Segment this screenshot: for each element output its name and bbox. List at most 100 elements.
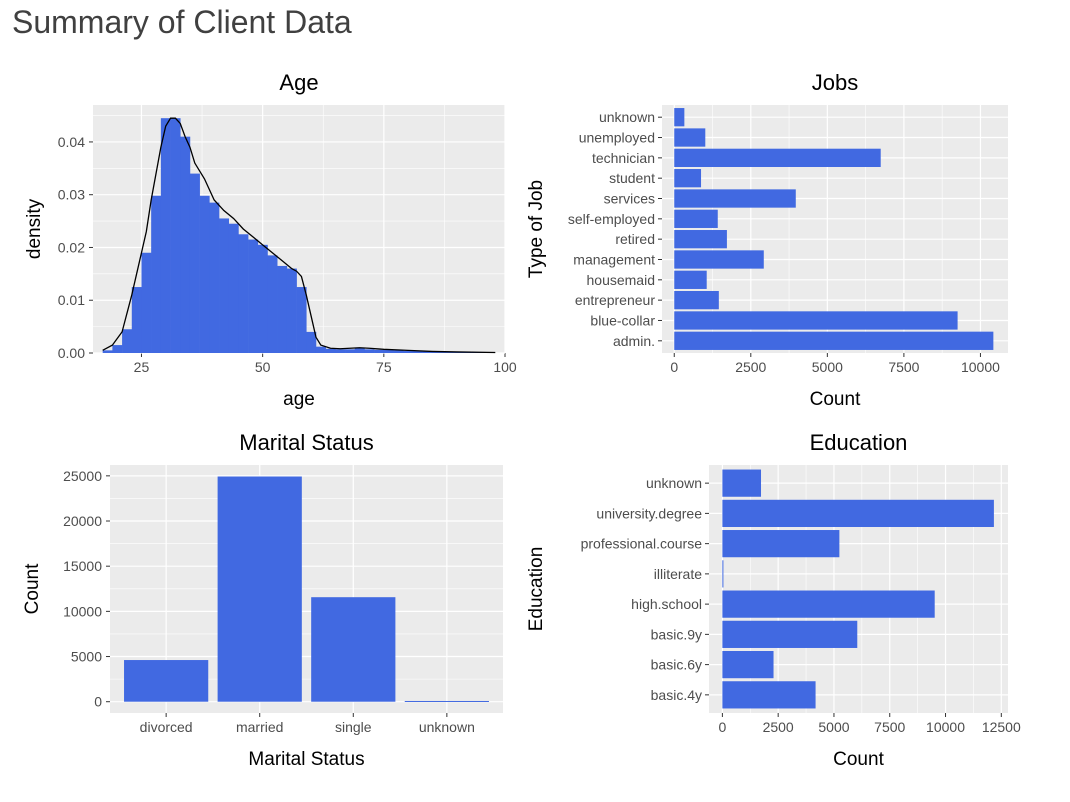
histogram-bar <box>286 268 297 353</box>
y-tick-label: 0.02 <box>58 239 85 255</box>
histogram-bar <box>189 173 200 353</box>
histogram-bar <box>238 234 249 353</box>
histogram-bar <box>325 348 336 353</box>
histogram-bar <box>374 349 385 353</box>
density-curve <box>102 117 496 354</box>
histogram-bar <box>151 195 162 353</box>
histogram-bar <box>141 252 152 353</box>
bar <box>674 148 881 167</box>
bar <box>674 209 718 228</box>
y-tick-label: technician <box>592 150 655 166</box>
x-tick-label: 0 <box>718 719 726 735</box>
jobs-bar-chart: 0 2500 5000 7500 10000 admin. blue-collar entre… <box>526 70 1008 410</box>
histogram-bar <box>422 351 433 353</box>
x-axis-title: Count <box>810 389 861 410</box>
x-tick-label: married <box>236 719 283 735</box>
bar <box>674 311 958 330</box>
histogram-bar <box>160 118 171 353</box>
histogram-bar <box>277 265 288 353</box>
bar <box>674 291 719 310</box>
y-tick-label: 25000 <box>63 468 102 484</box>
y-tick-label: housemaid <box>587 272 656 288</box>
education-bar-chart: 0 2500 5000 7500 10000 12500 basic.4y basic.6y b… <box>526 430 1021 770</box>
y-tick-label: 5000 <box>71 649 102 665</box>
histogram-bar <box>354 347 365 353</box>
y-tick-label: university.degree <box>596 505 702 521</box>
y-tick-label: services <box>604 191 655 207</box>
y-tick-label: unknown <box>646 475 702 491</box>
y-tick-label: 0.01 <box>58 292 85 308</box>
x-tick-label: 7500 <box>874 719 905 735</box>
x-tick-label: 75 <box>376 359 392 375</box>
histogram-bar <box>403 350 414 353</box>
y-axis-title: Type of Job <box>526 180 547 278</box>
x-tick-label: 25 <box>134 359 150 375</box>
histogram-bar <box>267 255 278 353</box>
bar <box>404 700 489 702</box>
histogram-bar <box>441 351 452 353</box>
histogram-bar <box>345 349 356 353</box>
bar <box>674 270 707 289</box>
x-tick-label: 0 <box>670 359 678 375</box>
y-tick-label: student <box>609 170 655 186</box>
y-tick-label: 0.03 <box>58 187 85 203</box>
y-tick-label: 20000 <box>63 513 102 529</box>
y-tick-label: self-employed <box>568 211 655 227</box>
y-tick-label: 0.00 <box>58 345 85 361</box>
histogram-bar <box>248 239 259 353</box>
histogram-bar <box>296 287 307 353</box>
bar <box>722 469 762 497</box>
bar <box>722 681 816 709</box>
bar <box>722 620 858 648</box>
bar <box>674 331 994 350</box>
y-tick-label: basic.4y <box>651 687 702 703</box>
histogram-bar <box>306 331 317 353</box>
age-histogram-chart: 25 50 75 100 0.00 0.01 0.02 0.03 0.04 Age age densi… <box>24 70 517 410</box>
page-title: Summary of Client Data <box>12 4 352 40</box>
bar <box>674 128 706 147</box>
y-tick-label: professional.course <box>581 536 703 552</box>
y-tick-label: 15000 <box>63 558 102 574</box>
bar <box>217 476 302 702</box>
y-tick-label: unknown <box>599 109 655 125</box>
x-axis-title: Count <box>833 749 884 770</box>
bar <box>722 590 935 618</box>
x-tick-label: 12500 <box>982 719 1021 735</box>
histogram-bar <box>122 329 133 353</box>
chart-title: Marital Status <box>239 430 374 455</box>
histogram-bar <box>219 218 230 353</box>
histogram-bar <box>364 349 375 353</box>
y-tick-label: 0 <box>94 694 102 710</box>
x-tick-label: unknown <box>419 719 475 735</box>
histogram-bar <box>209 202 220 353</box>
bar <box>674 250 764 269</box>
chart-title: Education <box>810 430 908 455</box>
y-tick-label: 0.04 <box>58 134 85 150</box>
y-axis-title: Education <box>526 547 547 632</box>
y-tick-label: management <box>573 251 655 267</box>
histogram-bar <box>257 244 268 353</box>
x-tick-label: 10000 <box>926 719 965 735</box>
histogram-bar <box>131 287 142 353</box>
bar <box>722 560 724 588</box>
x-tick-label: 2500 <box>763 719 794 735</box>
y-tick-label: 10000 <box>63 603 102 619</box>
histogram-bar <box>461 352 472 353</box>
bar <box>674 169 702 188</box>
x-tick-label: 7500 <box>888 359 919 375</box>
bar <box>722 499 994 527</box>
histogram-bar <box>393 350 404 353</box>
y-axis-title: Count <box>22 563 43 614</box>
y-tick-label: blue-collar <box>590 312 655 328</box>
bar <box>124 660 209 702</box>
bar <box>722 530 840 558</box>
histogram-bar <box>383 349 394 353</box>
x-tick-label: 2500 <box>735 359 766 375</box>
histogram-bar <box>228 223 239 353</box>
chart-title: Age <box>279 70 318 95</box>
y-tick-label: entrepreneur <box>575 292 656 308</box>
x-tick-label: 50 <box>255 359 271 375</box>
y-tick-label: basic.6y <box>651 657 702 673</box>
x-tick-label: 5000 <box>812 359 843 375</box>
y-tick-label: retired <box>615 231 655 247</box>
